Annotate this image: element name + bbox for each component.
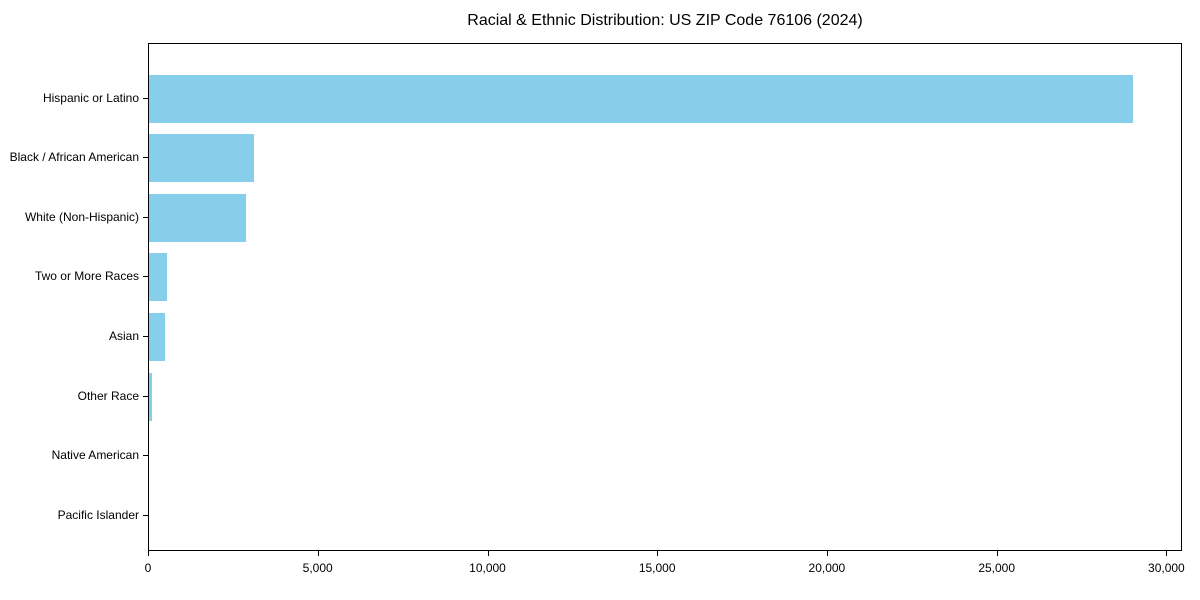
y-tick-two-or-more-races <box>143 276 148 278</box>
chart-title: Racial & Ethnic Distribution: US ZIP Cod… <box>467 12 863 29</box>
y-tick-label-pacific-islander: Pacific Islander <box>57 507 139 522</box>
y-tick-label-native-american: Native American <box>51 448 139 463</box>
x-tick-label-10000: 10,000 <box>469 561 506 575</box>
x-tick-label-0: 0 <box>144 561 152 575</box>
y-tick-label-hispanic-or-latino: Hispanic or Latino <box>42 90 139 105</box>
x-tick-10000 <box>487 551 489 556</box>
bar-two-or-more-races <box>149 253 167 302</box>
x-tick-5000 <box>317 551 319 556</box>
y-tick-label-other-race: Other Race <box>77 388 139 403</box>
y-tick-hispanic-or-latino <box>143 97 148 99</box>
y-tick-pacific-islander <box>143 514 148 516</box>
x-tick-25000 <box>996 551 998 556</box>
bar-other-race <box>149 372 153 421</box>
x-tick-label-5000: 5,000 <box>302 561 333 575</box>
y-tick-white-non-hispanic <box>143 216 148 218</box>
bar-asian <box>149 313 165 362</box>
x-tick-label-30000: 30,000 <box>1148 561 1185 575</box>
x-tick-label-20000: 20,000 <box>808 561 846 575</box>
y-tick-black-african-american <box>143 157 148 159</box>
y-tick-other-race <box>143 395 148 397</box>
plot-area <box>148 43 1182 551</box>
y-tick-label-two-or-more-races: Two or More Races <box>34 269 139 284</box>
y-tick-label-white-non-hispanic: White (Non-Hispanic) <box>24 209 139 224</box>
bar-hispanic-or-latino <box>149 74 1134 123</box>
y-tick-native-american <box>143 455 148 457</box>
x-tick-0 <box>148 551 149 556</box>
bar-white-non-hispanic <box>149 193 246 242</box>
bar-black-african-american <box>149 134 254 183</box>
x-tick-30000 <box>1166 551 1168 556</box>
x-tick-label-15000: 15,000 <box>638 561 676 575</box>
y-tick-label-black-african-american: Black / African American <box>9 150 139 165</box>
y-tick-asian <box>143 336 148 338</box>
x-tick-20000 <box>826 551 828 556</box>
y-tick-label-asian: Asian <box>108 329 139 344</box>
x-tick-label-25000: 25,000 <box>978 561 1016 575</box>
x-tick-15000 <box>657 551 659 556</box>
